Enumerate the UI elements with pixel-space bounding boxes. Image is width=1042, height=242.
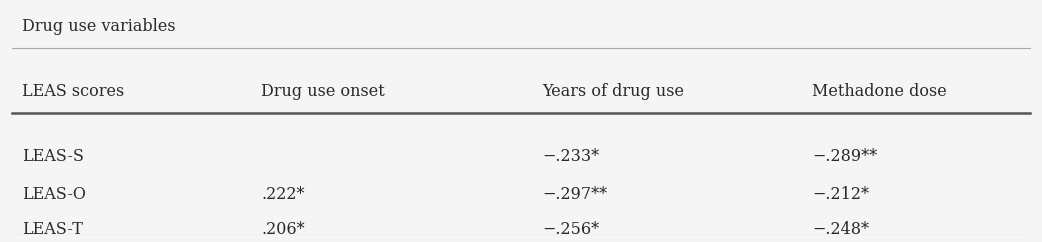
Text: .222*: .222* [262,186,304,203]
Text: LEAS-S: LEAS-S [22,148,84,166]
Text: Drug use variables: Drug use variables [22,18,176,35]
Text: LEAS scores: LEAS scores [22,83,124,100]
Text: −.248*: −.248* [812,221,869,238]
Text: Years of drug use: Years of drug use [542,83,684,100]
Text: −.289**: −.289** [812,148,877,166]
Text: LEAS-T: LEAS-T [22,221,83,238]
Text: −.297**: −.297** [542,186,606,203]
Text: LEAS-O: LEAS-O [22,186,86,203]
Text: −.256*: −.256* [542,221,599,238]
Text: Methadone dose: Methadone dose [812,83,947,100]
Text: .206*: .206* [262,221,305,238]
Text: −.233*: −.233* [542,148,599,166]
Text: Drug use onset: Drug use onset [262,83,384,100]
Text: −.212*: −.212* [812,186,869,203]
